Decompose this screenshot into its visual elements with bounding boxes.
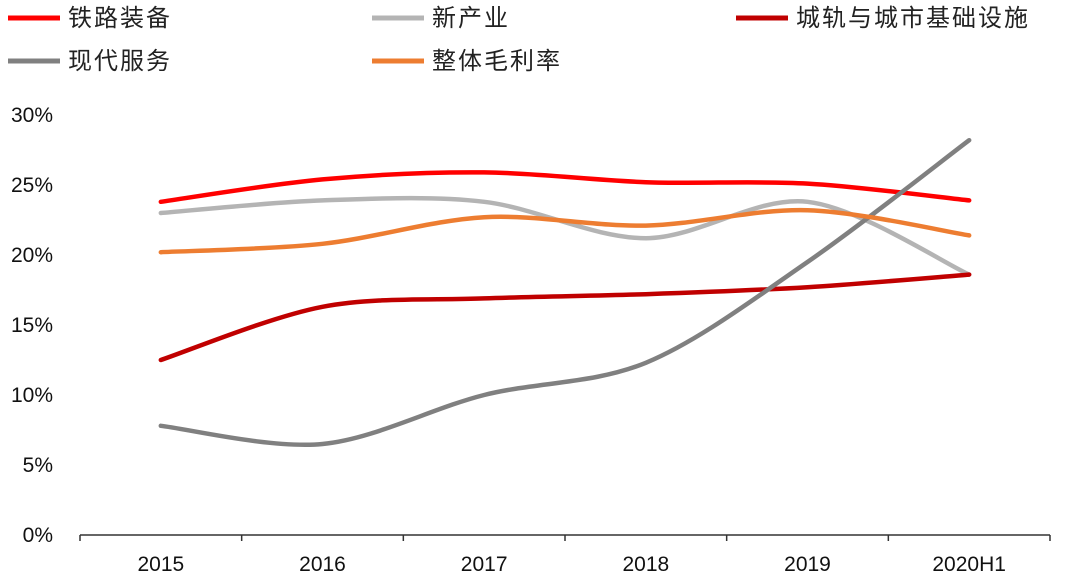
legend-item-新产业: 新产业 — [372, 4, 510, 32]
y-tick-label: 15% — [11, 314, 53, 337]
legend-label: 城轨与城市基础设施 — [796, 4, 1030, 32]
legend-item-铁路装备: 铁路装备 — [8, 4, 172, 32]
x-tick-label: 2017 — [461, 553, 508, 576]
legend-label: 现代服务 — [68, 47, 172, 75]
legend-label: 整体毛利率 — [432, 47, 562, 75]
series-line-城轨与城市基础设施 — [158, 272, 972, 363]
legend-item-城轨与城市基础设施: 城轨与城市基础设施 — [736, 4, 1030, 32]
x-tick-label: 2019 — [784, 553, 831, 576]
series-line-整体毛利率 — [158, 207, 972, 255]
x-tick-label: 2016 — [299, 553, 346, 576]
y-tick-label: 30% — [11, 104, 53, 127]
x-tick-label: 2018 — [622, 553, 669, 576]
series-line-铁路装备 — [158, 170, 972, 205]
legend-label: 新产业 — [432, 4, 510, 32]
legend-item-整体毛利率: 整体毛利率 — [372, 47, 562, 75]
y-tick-label: 25% — [11, 174, 53, 197]
y-tick-label: 0% — [23, 524, 53, 547]
x-axis: 2015 2016 2017 2018 2019 2020H1 — [79, 534, 1051, 576]
series-line-新产业 — [158, 195, 972, 277]
series-line-现代服务 — [158, 137, 972, 447]
series-lines — [158, 137, 972, 447]
x-tick-label: 2015 — [137, 553, 184, 576]
legend-item-现代服务: 现代服务 — [8, 47, 172, 75]
x-tick-label: 2020H1 — [932, 553, 1006, 576]
y-tick-label: 20% — [11, 244, 53, 267]
y-axis: 0% 5% 10% 15% 20% 25% 30% — [11, 104, 53, 547]
y-tick-label: 10% — [11, 384, 53, 407]
y-tick-label: 5% — [23, 454, 53, 477]
legend-label: 铁路装备 — [68, 4, 172, 32]
